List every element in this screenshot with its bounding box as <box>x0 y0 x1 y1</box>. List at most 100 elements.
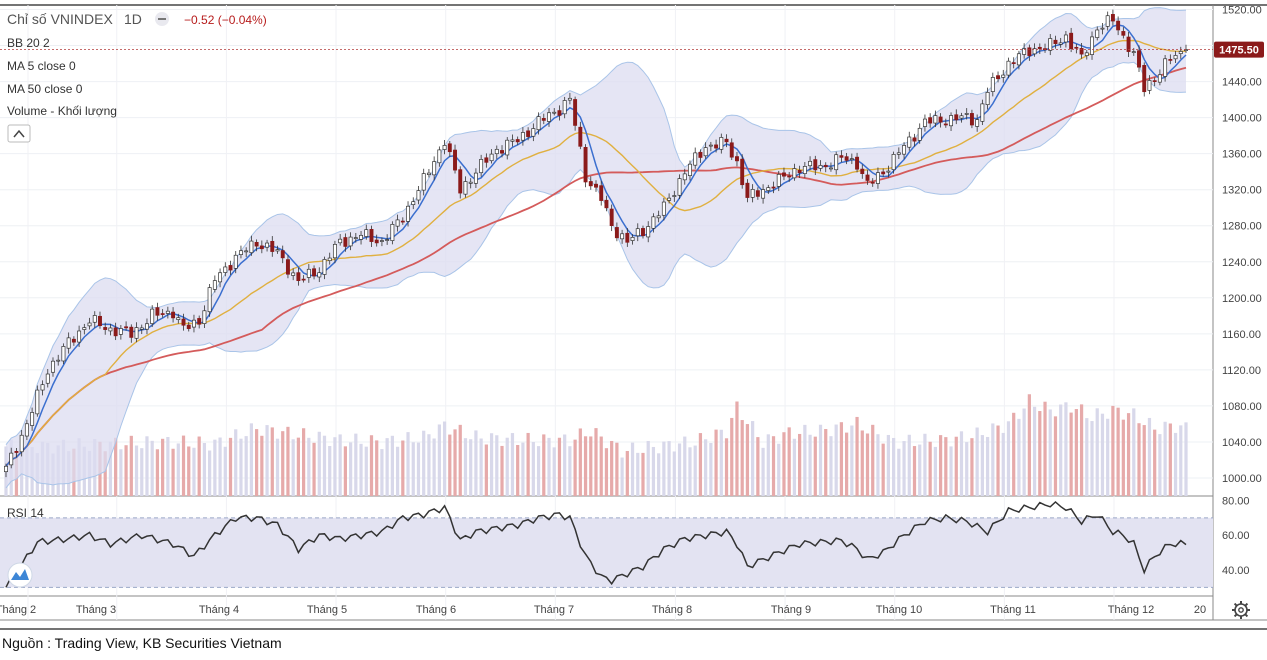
candle-body <box>1105 15 1110 27</box>
candle-body <box>938 116 943 123</box>
candle-body <box>254 242 259 247</box>
candle-body <box>698 151 703 158</box>
candle-body <box>484 157 489 163</box>
volume-bar <box>395 446 400 496</box>
candle-body <box>912 137 917 142</box>
volume-bar <box>338 434 342 496</box>
candle-body <box>959 115 964 119</box>
candle-body <box>515 139 520 143</box>
volume-bar <box>516 444 520 496</box>
candle-body <box>964 113 969 115</box>
candle-body <box>4 465 8 473</box>
volume-bar <box>124 445 128 496</box>
tradingview-logo-icon[interactable] <box>7 562 33 588</box>
volume-bar <box>380 449 384 496</box>
volume-bar <box>944 437 948 496</box>
candle-body <box>437 149 442 164</box>
volume-bar <box>677 443 682 496</box>
candle-body <box>881 171 886 175</box>
volume-bar <box>542 434 546 496</box>
candle-body <box>77 330 82 343</box>
volume-bar <box>1074 409 1078 496</box>
candle-body <box>1053 39 1058 44</box>
candle-body <box>301 278 306 281</box>
candle-body <box>954 114 959 121</box>
candle-body <box>489 153 494 162</box>
volume-bar <box>291 439 295 496</box>
candle-body <box>103 327 108 330</box>
candle-body <box>562 100 567 115</box>
volume-bar <box>672 451 676 496</box>
price-tick-label: 1160.00 <box>1222 329 1261 341</box>
candle-body <box>61 346 66 362</box>
volume-bar <box>834 424 838 496</box>
volume-bar <box>176 443 180 496</box>
indicator-ma50: MA 50 close 0 <box>7 82 83 96</box>
volume-bar <box>1001 432 1005 496</box>
price-tick-label: 1240.00 <box>1222 257 1262 269</box>
volume-bar <box>1147 417 1152 496</box>
candle-body <box>275 249 280 252</box>
volume-bar <box>975 427 979 496</box>
volume-bar <box>401 440 405 496</box>
volume-bar <box>1184 422 1188 496</box>
candle-body <box>891 154 896 170</box>
candle-body <box>71 338 76 343</box>
volume-bar <box>552 447 556 496</box>
candle-body <box>1152 80 1157 82</box>
candle-body <box>844 156 849 161</box>
gear-icon[interactable] <box>1232 601 1250 619</box>
rsi-pane <box>0 500 1213 588</box>
volume-bar <box>328 445 332 496</box>
volume-bar <box>865 433 870 496</box>
candle-body <box>494 148 499 155</box>
bollinger-fill <box>6 7 1186 488</box>
candle-body <box>458 169 463 194</box>
ma50-line <box>5 66 1187 467</box>
candle-body <box>776 174 781 187</box>
volume-bar <box>474 430 478 496</box>
volume-bar <box>1106 418 1110 496</box>
candle-body <box>902 145 907 155</box>
volume-bars <box>4 394 1188 496</box>
candle-body <box>771 186 776 189</box>
candle-body <box>379 240 384 242</box>
volume-bar <box>1038 411 1042 496</box>
candle-body <box>14 451 19 453</box>
volume-bar <box>912 446 917 496</box>
collapse-legend-button[interactable] <box>7 124 31 143</box>
candle-body <box>839 155 844 158</box>
candle-body <box>1173 55 1178 60</box>
volume-bar <box>918 444 922 496</box>
volume-bar <box>531 442 535 496</box>
volume-bar <box>1153 429 1157 496</box>
candle-body <box>270 240 275 252</box>
candle-body <box>468 181 473 184</box>
candle-body <box>327 257 332 261</box>
candle-body <box>87 322 92 327</box>
volume-bar <box>317 431 321 496</box>
volume-bar <box>1022 408 1026 496</box>
candle-body <box>604 199 609 209</box>
candle-body <box>1058 42 1063 45</box>
volume-bar <box>505 437 509 496</box>
bollinger-upper-line <box>5 7 1187 445</box>
candle-body <box>317 272 322 278</box>
minus-icon[interactable] <box>155 12 169 26</box>
time-tick-label: Tháng 7 <box>534 604 574 616</box>
price-tick-label: 1080.00 <box>1222 401 1262 413</box>
candle-body <box>573 99 578 126</box>
volume-bar <box>359 443 363 496</box>
candle-body <box>677 178 682 196</box>
volume-bar <box>134 445 139 496</box>
volume-bar <box>871 424 875 496</box>
volume-bar <box>354 433 358 496</box>
candle-body <box>353 237 358 239</box>
candle-body <box>390 224 395 241</box>
candle-body <box>160 313 165 315</box>
volume-bar <box>787 427 791 496</box>
volume-bar <box>636 452 640 496</box>
volume-bar <box>249 423 254 496</box>
volume-bar <box>469 439 473 496</box>
